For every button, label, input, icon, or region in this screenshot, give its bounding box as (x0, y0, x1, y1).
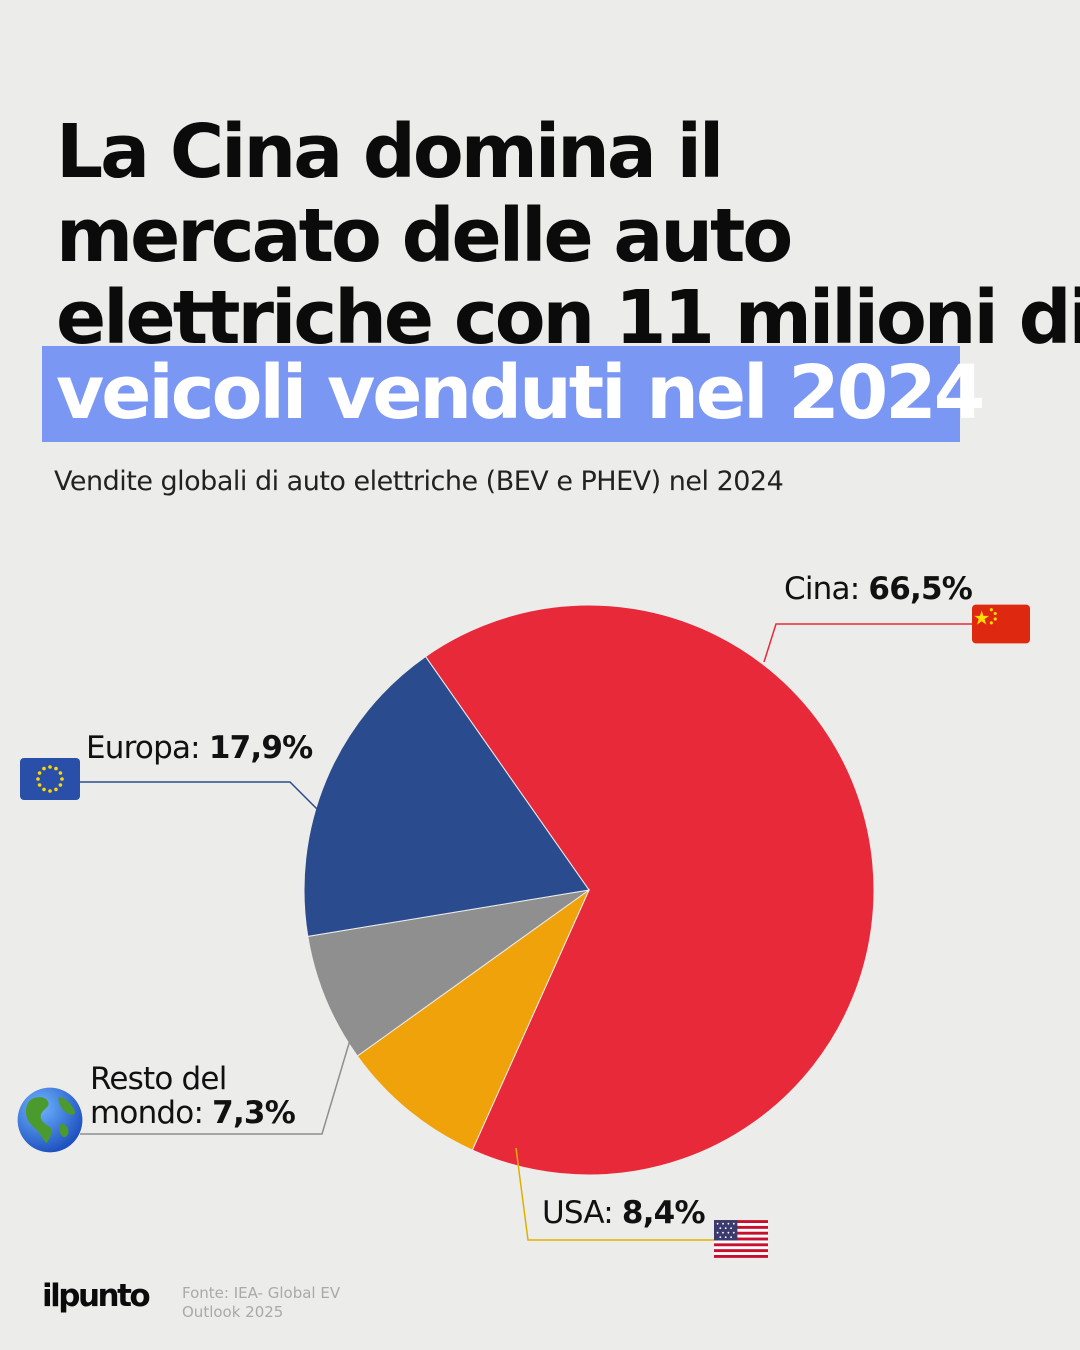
label-europa: Europa: 17,9% (86, 730, 313, 766)
globe-icon (17, 1087, 83, 1153)
label-cina-name: Cina: (784, 571, 860, 607)
leader-lines (78, 623, 972, 1241)
source-line-1: Fonte: IEA- Global EV (182, 1284, 341, 1302)
pie-slice-usa (356, 888, 591, 1151)
title-line-2: mercato delle auto (56, 193, 793, 279)
title-line-1: La Cina domina il (56, 109, 724, 195)
chart-subtitle: Vendite globali di auto elettriche (BEV … (54, 466, 784, 497)
pie-slices (303, 604, 875, 1176)
label-cina: Cina: 66,5% (784, 571, 973, 607)
leader-line-europa (78, 781, 319, 811)
title-highlight-box (42, 346, 960, 442)
title-line-3: elettriche con 11 milioni di (56, 275, 1080, 361)
leader-line-cina (763, 623, 972, 663)
label-europa-name: Europa: (86, 730, 201, 766)
pie-slice-resto-del-mondo (307, 889, 590, 1057)
source-line-2: Outlook 2025 (182, 1303, 284, 1321)
label-cina-value: 66,5% (868, 571, 972, 607)
source-note: Fonte: IEA- Global EV Outlook 2025 (182, 1284, 402, 1322)
eu-flag-icon (20, 758, 80, 800)
china-flag-icon (972, 604, 1030, 644)
label-usa-value: 8,4% (621, 1195, 706, 1231)
title-line-4-highlight: veicoli venduti nel 2024 (56, 350, 985, 436)
leader-line-usa (515, 1147, 718, 1241)
label-usa: USA: 8,4% (542, 1195, 706, 1231)
label-europa-value: 17,9% (208, 730, 313, 766)
leader-line-resto (80, 1039, 351, 1135)
label-usa-name: USA: (542, 1195, 614, 1231)
usa-flag-icon (714, 1220, 768, 1258)
brand-logo: ilpunto (42, 1278, 151, 1314)
label-resto-name-line1: Resto del (90, 1061, 227, 1097)
label-resto-value: 7,3% (212, 1095, 296, 1131)
label-resto: Resto del mondo: 7,3% (90, 1061, 296, 1131)
pie-slice-europa (303, 655, 590, 938)
pie-slice-cina (424, 604, 875, 1176)
label-resto-name-line2: mondo: (90, 1095, 204, 1131)
